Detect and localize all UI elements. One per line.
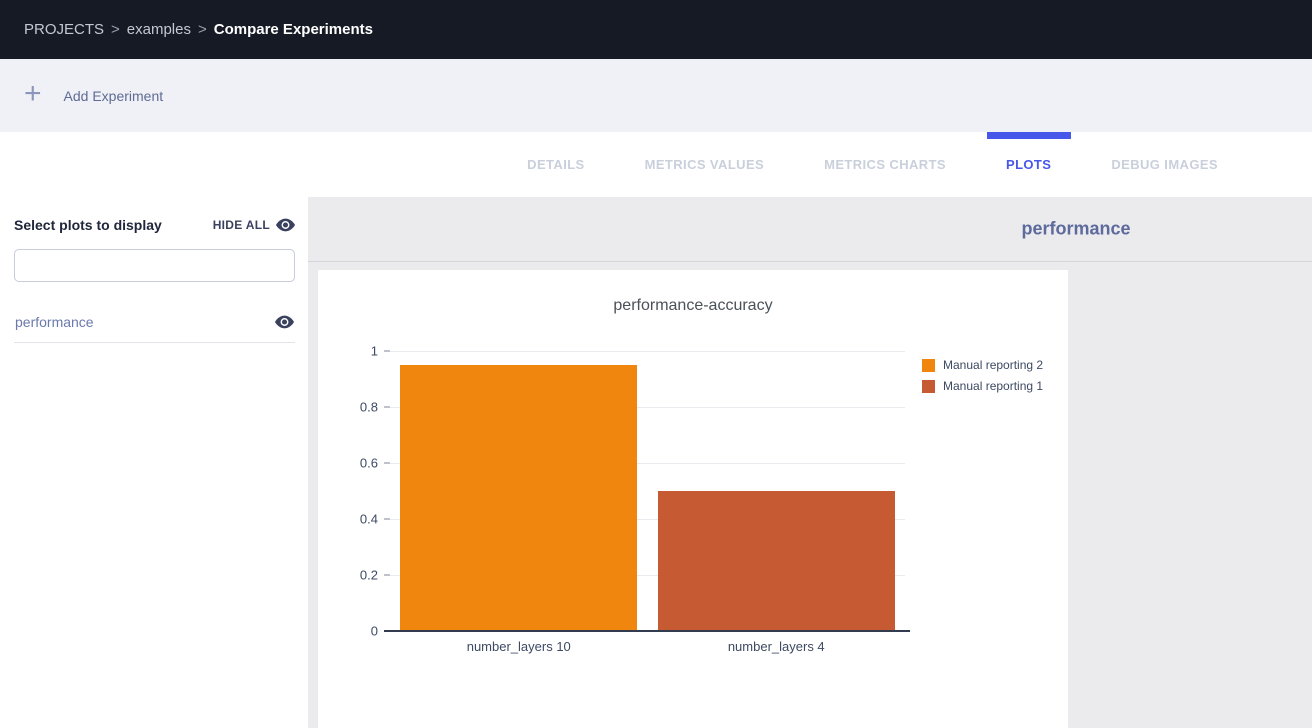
eye-toggle-icon[interactable] [275,315,294,329]
tab-metrics-charts[interactable]: METRICS CHARTS [824,157,946,172]
breadcrumb-separator: > [197,21,207,38]
content-area: Select plots to display HIDE ALL perform… [0,197,1312,728]
chart-legend: Manual reporting 2 Manual reporting 1 [922,358,1043,393]
legend-item[interactable]: Manual reporting 2 [922,358,1043,372]
plot-card: performance-accuracy 0 0.2 0.4 0.6 0.8 1 numb… [318,270,1068,728]
bar-slot [648,351,906,631]
app-header: PROJECTS > examples > Compare Experiment… [0,0,1312,59]
breadcrumb-current-page: Compare Experiments [213,21,373,38]
y-tick-mark [384,518,390,520]
plot-item-label: performance [15,314,94,330]
legend-label: Manual reporting 1 [943,379,1044,393]
x-tick-label: number_layers 10 [466,639,571,654]
chart-x-axis-labels: number_layers 10 number_layers 4 [390,639,905,654]
y-tick-mark [384,406,390,408]
breadcrumb-item-projects[interactable]: PROJECTS [24,21,105,38]
y-tick-label: 0 [370,623,378,639]
add-experiment-button[interactable]: + Add Experiment [24,77,164,110]
bar-manual-reporting-1 [657,491,895,631]
breadcrumb-item-examples[interactable]: examples [126,21,191,38]
y-tick-label: 0.8 [359,399,378,415]
hide-all-button[interactable]: HIDE ALL [213,218,295,232]
gridline [390,351,905,352]
legend-swatch [922,379,935,393]
hide-all-label: HIDE ALL [212,218,270,232]
chart-grid [390,351,905,631]
bar-slot [390,351,648,631]
sidebar-title: Select plots to display [14,217,162,233]
main-content: performance performance-accuracy 0 0.2 0.4… [308,197,1312,728]
gridline [390,575,905,576]
chart-title: performance-accuracy [613,297,773,314]
tab-plots-label: PLOTS [1006,157,1052,172]
add-experiment-bar: + Add Experiment [0,59,1312,132]
plot-filter-input[interactable] [14,249,295,282]
plot-group-title: performance [1021,218,1131,239]
tab-debug-images[interactable]: DEBUG IMAGES [1111,157,1218,172]
eye-icon [276,218,295,232]
breadcrumb: PROJECTS > examples > Compare Experiment… [24,21,373,38]
sidebar: Select plots to display HIDE ALL perform… [0,197,308,728]
plot-list: performance [14,308,295,343]
y-tick-mark [384,574,390,576]
legend-label: Manual reporting 2 [943,358,1044,372]
chart-bars [390,351,905,631]
add-experiment-label: Add Experiment [63,87,164,104]
y-tick-mark [384,462,390,464]
y-tick-label: 0.4 [359,511,378,527]
gridline [390,407,905,408]
tab-plots[interactable]: PLOTS [986,132,1071,197]
legend-swatch [922,358,935,372]
y-tick-label: 1 [370,343,378,359]
y-tick-label: 0.6 [359,455,378,471]
y-tick-mark [384,350,390,352]
plot-group-header: performance [308,197,1312,262]
plus-icon: + [24,77,42,110]
tab-metrics-values[interactable]: METRICS VALUES [644,157,765,172]
x-tick-label: number_layers 4 [727,639,825,654]
breadcrumb-separator: > [111,21,120,38]
legend-item[interactable]: Manual reporting 1 [922,379,1043,393]
tab-bar: DETAILS METRICS VALUES METRICS CHARTS PL… [0,132,1312,197]
bar-manual-reporting-2 [400,365,638,631]
y-tick-label: 0.2 [359,567,378,583]
gridline [390,463,905,464]
chart-x-axis-line [384,630,910,632]
chart-y-axis: 0 0.2 0.4 0.6 0.8 1 [318,344,390,639]
tab-details[interactable]: DETAILS [527,157,585,172]
plot-list-item-performance[interactable]: performance [14,308,295,343]
active-tab-indicator [986,132,1071,139]
gridline [390,519,905,520]
